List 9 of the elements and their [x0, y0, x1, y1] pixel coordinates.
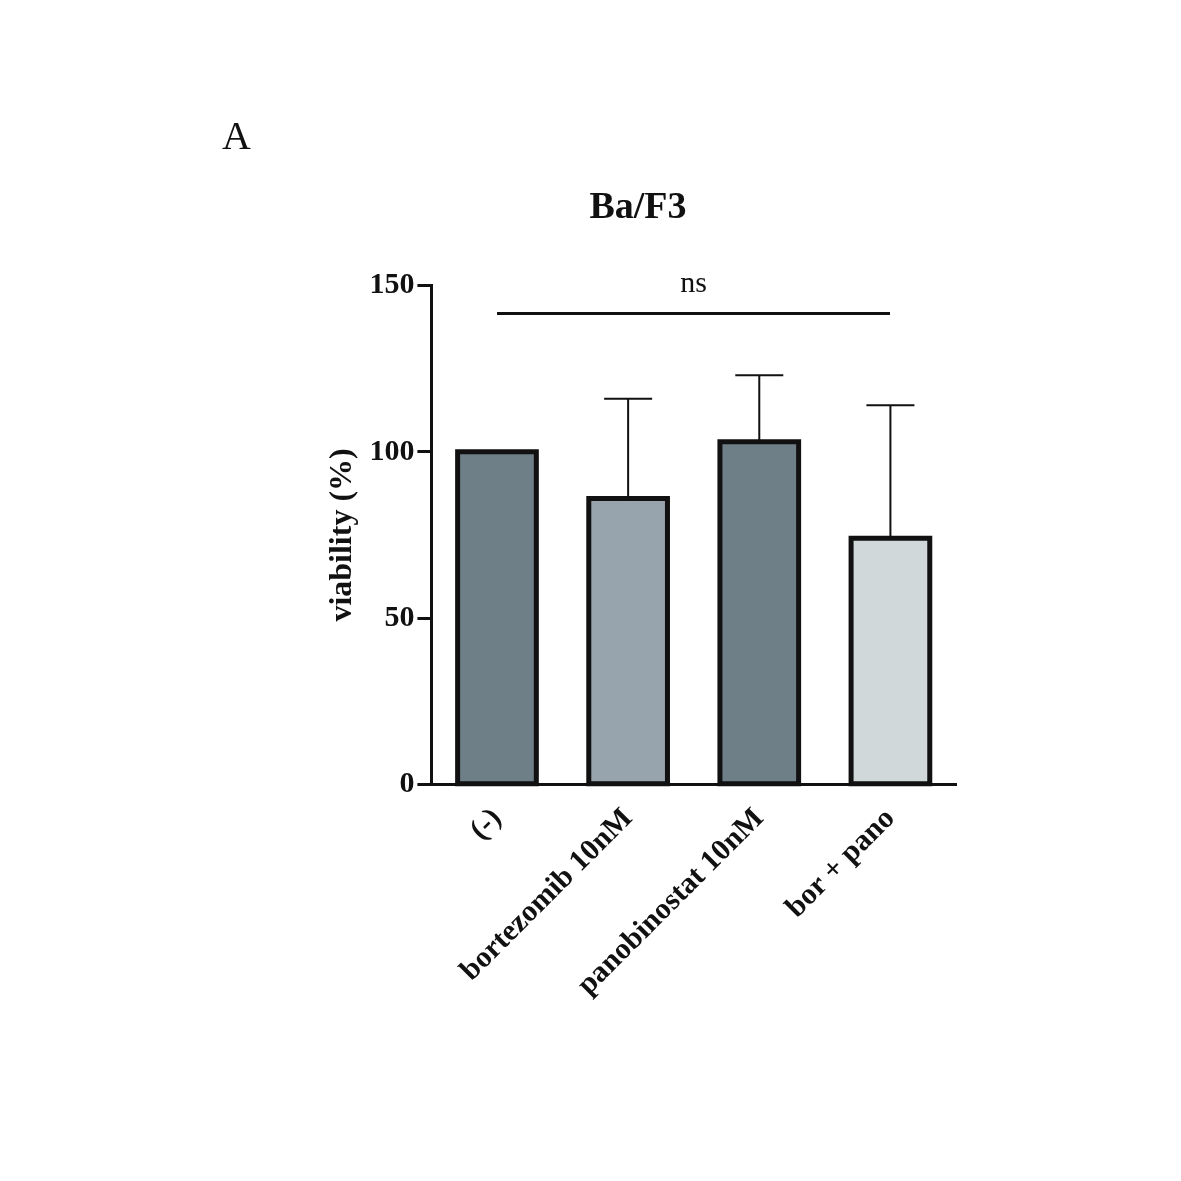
- annotation: ns: [680, 265, 708, 299]
- y-axis-title: viability (%): [322, 448, 359, 622]
- y-tick-label: 100: [369, 432, 415, 466]
- x-tick-label: (-): [462, 800, 508, 846]
- text: A: [222, 112, 251, 159]
- chart-title: Ba/F3: [589, 183, 687, 226]
- y-tick-label: 150: [369, 266, 415, 300]
- y-tick-label: 0: [399, 765, 415, 799]
- y-tick-label: 50: [384, 598, 415, 632]
